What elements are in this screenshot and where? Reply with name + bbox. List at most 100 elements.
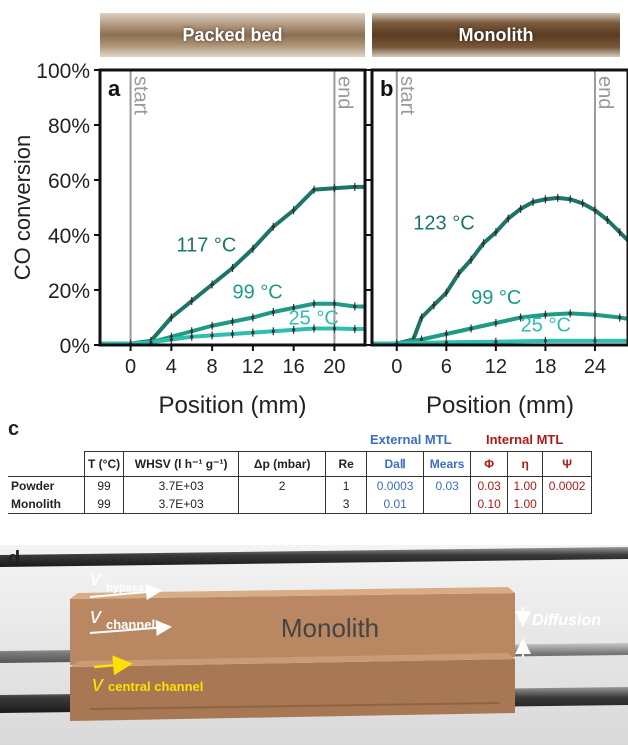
data-point (593, 313, 597, 317)
data-point (271, 310, 275, 314)
data-point (190, 335, 194, 339)
central-channel-label: central channel (108, 679, 203, 694)
data-point (568, 311, 572, 315)
x-tick-label: 4 (166, 356, 177, 378)
y-tick-label: 0% (60, 335, 90, 358)
data-point (618, 230, 622, 234)
y-tick-label: 20% (48, 280, 90, 303)
data-point (190, 329, 194, 333)
data-point (457, 271, 461, 276)
col-whsv: WHSV (l h⁻¹ g⁻¹) (123, 451, 240, 477)
channel-label: channel (106, 617, 155, 632)
series-line-2 (100, 326, 365, 345)
data-point (519, 207, 523, 211)
x-tick-label: 12 (485, 356, 507, 378)
table-header-row: T (°C) WHSV (l h⁻¹ g⁻¹) Δp (mbar) Re DaⅡ… (8, 451, 593, 477)
channel-arrow (89, 619, 172, 636)
data-point (481, 241, 486, 245)
data-point (593, 339, 597, 343)
channel-vector-symbol: v (90, 603, 103, 628)
series-label-0: 117 °C (176, 235, 236, 257)
x-tick-label: 24 (584, 356, 606, 378)
row-label: Powder (8, 476, 85, 495)
data-point (332, 326, 337, 331)
internal-mtl-label: Internal MTL (486, 432, 564, 447)
data-point (494, 321, 498, 325)
data-point (568, 197, 572, 201)
data-point (469, 258, 473, 262)
cell-pressure-drop: 2 (238, 476, 327, 495)
monolith-mid-face (70, 653, 515, 667)
monolith-groove (89, 702, 501, 710)
data-point (332, 302, 337, 306)
cell-pressure-drop (238, 495, 327, 514)
cell-whsv: 3.7E+03 (123, 476, 240, 495)
data-point (210, 324, 214, 328)
cell-eta: 1.00 (507, 495, 544, 514)
data-point (556, 196, 560, 200)
monolith-photo-label: Monolith (458, 24, 534, 45)
data-point (271, 225, 275, 229)
cell-phi: 0.10 (470, 495, 509, 514)
data-point (580, 201, 585, 205)
monolith-label: Monolith (281, 613, 379, 643)
bypass-arrow (89, 584, 162, 601)
col-phi: Φ (470, 451, 509, 477)
data-point (292, 306, 296, 310)
series-label-1: 99 °C (233, 281, 283, 303)
cell-temperature: 99 (83, 476, 125, 495)
data-point (593, 208, 597, 212)
series-label-1: 99 °C (471, 287, 521, 309)
data-point (506, 216, 510, 221)
packed-bed-label: Packed bed (182, 24, 283, 45)
col-temperature: T (°C) (83, 451, 125, 477)
data-point (618, 315, 622, 320)
data-point (230, 332, 235, 336)
series-label-0: 123 °C (413, 213, 474, 235)
vline-label-start: start (130, 76, 152, 115)
data-point (444, 340, 448, 344)
monolith-upper-block (70, 593, 515, 665)
y-tick-label: 100% (36, 60, 90, 83)
cell-psi: 0.0002 (542, 476, 593, 495)
y-tick-label: 60% (48, 170, 90, 193)
data-point (169, 315, 173, 320)
x-tick-label: 18 (534, 356, 556, 378)
monolith-lower-block (70, 659, 515, 721)
cell-whsv: 3.7E+03 (123, 495, 240, 514)
cell-da: 0.01 (366, 495, 425, 514)
data-point (169, 337, 173, 342)
data-point (353, 304, 357, 309)
data-point (190, 299, 194, 303)
series-line-2 (372, 338, 628, 345)
vline-label-start: start (396, 76, 418, 115)
data-point (605, 218, 609, 222)
panel-label-a: a (108, 76, 121, 101)
y-tick-label: 80% (48, 115, 90, 138)
col-da: DaⅡ (366, 451, 425, 477)
panel-label-d: d (8, 548, 21, 570)
col-eta: η (507, 451, 544, 477)
col-mears: Mears (423, 451, 472, 477)
central-vector-symbol: v (92, 671, 105, 696)
y-axis-label: CO conversion (10, 135, 35, 281)
data-point (251, 315, 255, 320)
external-mtl-label: External MTL (370, 432, 452, 447)
monolith-render: Monolith v bypass v channel v central ch… (0, 545, 628, 745)
data-point (251, 331, 255, 335)
monolith-photo: Monolith (372, 13, 620, 57)
x-axis-label-a: Position (mm) (158, 392, 306, 419)
data-point (312, 188, 316, 192)
series-label-2: 25 °C (521, 314, 571, 336)
data-point (353, 327, 357, 331)
table-row: Monolith 99 3.7E+03 3 0.01 0.10 1.00 (8, 495, 593, 514)
panel-label-c: c (8, 418, 20, 440)
cell-da: 0.0003 (366, 476, 425, 495)
data-point (149, 340, 153, 344)
data-point (230, 320, 235, 324)
x-axis-label-b: Position (mm) (426, 392, 574, 419)
cell-temperature: 99 (83, 495, 125, 514)
packed-bed-photo: Packed bed (100, 13, 365, 57)
data-point (210, 333, 214, 337)
